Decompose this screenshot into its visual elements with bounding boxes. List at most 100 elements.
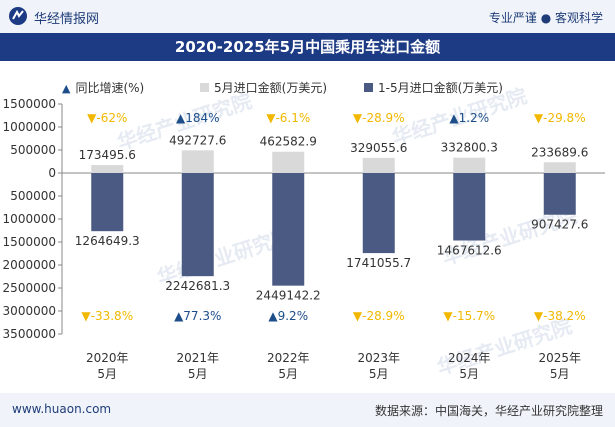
chart-title: 2020-2025年5月中国乘用车进口金额 xyxy=(0,33,615,61)
down-triangle-icon: ▼ xyxy=(353,309,363,323)
growth-cumulative-1: ▲77.3% xyxy=(174,309,221,323)
growth-value: -6.1% xyxy=(275,111,310,125)
growth-value: -33.8% xyxy=(91,309,133,323)
x-tick-label-3-1: 5月 xyxy=(369,367,389,381)
up-triangle-icon: ▲ xyxy=(62,82,71,95)
up-triangle-icon: ▲ xyxy=(176,111,186,125)
growth-monthly-0: ▼-62% xyxy=(87,111,127,125)
label-cumulative-value-2: 2449142.2 xyxy=(256,289,321,303)
label-monthly-value-2: 462582.9 xyxy=(260,135,317,149)
legend-monthly-swatch xyxy=(200,83,209,92)
y-tick-label: 3500000 xyxy=(3,327,56,341)
down-triangle-icon: ▼ xyxy=(353,111,363,125)
legend-monthly-label: 5月进口金额(万美元) xyxy=(214,81,327,95)
legend-cumulative: 1-5月进口金额(万美元) xyxy=(364,79,503,96)
x-tick-label-0-1: 5月 xyxy=(97,367,117,381)
up-triangle-icon: ▲ xyxy=(268,309,278,323)
label-cumulative-value-0: 1264649.3 xyxy=(75,234,140,248)
bar-cumulative-4 xyxy=(453,173,486,241)
bar-cumulative-3 xyxy=(362,173,395,254)
legend-cumulative-label: 1-5月进口金额(万美元) xyxy=(378,81,503,95)
y-tick-label: 1500000 xyxy=(3,97,56,111)
site-name: 华经情报网 xyxy=(34,12,100,27)
top-bar: 华经情报网 专业严谨 ● 客观科学 xyxy=(0,0,615,33)
x-tick-label-2-1: 5月 xyxy=(278,367,298,381)
down-triangle-icon: ▼ xyxy=(443,309,453,323)
legend-growth: ▲ 同比增速(%) xyxy=(62,79,144,96)
x-tick-label-1-0: 2021年 xyxy=(176,351,219,365)
bar-monthly-2 xyxy=(272,151,305,173)
growth-cumulative-0: ▼-33.8% xyxy=(81,309,133,323)
label-cumulative-value-1: 2242681.3 xyxy=(165,279,230,293)
down-triangle-icon: ▼ xyxy=(81,309,91,323)
label-monthly-value-4: 332800.3 xyxy=(441,141,498,155)
slogan: 专业严谨 ● 客观科学 xyxy=(489,9,603,26)
y-tick-label: 1000000 xyxy=(3,120,56,134)
growth-monthly-1: ▲184% xyxy=(176,111,220,125)
growth-value: -28.9% xyxy=(362,309,404,323)
growth-value: 1.2% xyxy=(459,111,490,125)
y-tick-label: 3000000 xyxy=(3,304,56,318)
down-triangle-icon: ▼ xyxy=(534,309,544,323)
growth-cumulative-5: ▼-38.2% xyxy=(534,309,586,323)
label-cumulative-value-5: 907427.6 xyxy=(531,218,588,232)
label-cumulative-value-3: 1741055.7 xyxy=(346,256,411,270)
x-tick-label-3-0: 2023年 xyxy=(357,351,400,365)
label-monthly-value-5: 233689.6 xyxy=(531,145,588,159)
growth-monthly-4: ▲1.2% xyxy=(449,111,489,125)
bar-cumulative-0 xyxy=(91,173,124,232)
footer-url: www.huaon.com xyxy=(12,402,112,416)
growth-value: 77.3% xyxy=(183,309,221,323)
label-cumulative-value-4: 1467612.6 xyxy=(437,244,502,258)
growth-value: -28.9% xyxy=(362,111,404,125)
up-triangle-icon: ▲ xyxy=(174,309,184,323)
footer: www.huaon.com 数据来源：中国海关，华经产业研究院整理 xyxy=(0,393,615,427)
slogan-right: 客观科学 xyxy=(554,11,603,25)
bar-cumulative-1 xyxy=(181,173,214,277)
footer-source: 数据来源：中国海关，华经产业研究院整理 xyxy=(374,404,603,418)
growth-monthly-3: ▼-28.9% xyxy=(353,111,405,125)
growth-value: -38.2% xyxy=(543,309,585,323)
growth-value: -29.8% xyxy=(543,111,585,125)
growth-cumulative-3: ▼-28.9% xyxy=(353,309,405,323)
growth-monthly-5: ▼-29.8% xyxy=(534,111,586,125)
legend-growth-label: 同比增速(%) xyxy=(75,81,145,95)
legend-cumulative-swatch xyxy=(364,83,373,92)
growth-cumulative-4: ▼-15.7% xyxy=(443,309,495,323)
bar-monthly-1 xyxy=(181,150,214,173)
bar-monthly-5 xyxy=(543,162,576,173)
down-triangle-icon: ▼ xyxy=(534,111,544,125)
growth-value: -15.7% xyxy=(453,309,495,323)
bar-monthly-0 xyxy=(91,165,124,173)
up-triangle-icon: ▲ xyxy=(449,111,459,125)
y-tick-label: 500000 xyxy=(10,143,56,157)
huajing-logo-icon xyxy=(9,7,27,25)
growth-monthly-2: ▼-6.1% xyxy=(266,111,310,125)
x-tick-label-4-0: 2024年 xyxy=(448,351,491,365)
growth-value: -62% xyxy=(96,111,127,125)
x-tick-label-5-1: 5月 xyxy=(550,367,570,381)
down-triangle-icon: ▼ xyxy=(87,111,97,125)
bar-cumulative-2 xyxy=(272,173,305,286)
legend-monthly: 5月进口金额(万美元) xyxy=(200,79,327,96)
slogan-dot-icon: ● xyxy=(540,11,555,25)
label-monthly-value-0: 173495.6 xyxy=(79,148,136,162)
y-tick-label: 2000000 xyxy=(3,258,56,272)
y-tick-label: 2500000 xyxy=(3,281,56,295)
label-monthly-value-3: 329055.6 xyxy=(350,141,407,155)
bar-cumulative-5 xyxy=(543,173,576,215)
bar-monthly-4 xyxy=(453,157,486,173)
x-tick-label-2-0: 2022年 xyxy=(267,351,310,365)
y-tick-label: 1000000 xyxy=(3,212,56,226)
y-tick-label: 0 xyxy=(48,166,56,180)
down-triangle-icon: ▼ xyxy=(266,111,276,125)
y-tick-label: 1500000 xyxy=(3,235,56,249)
x-tick-label-5-0: 2025年 xyxy=(538,351,581,365)
y-tick-label: 500000 xyxy=(10,189,56,203)
x-tick-label-4-1: 5月 xyxy=(459,367,479,381)
x-tick-label-1-1: 5月 xyxy=(188,367,208,381)
growth-cumulative-2: ▲9.2% xyxy=(268,309,308,323)
slogan-left: 专业严谨 xyxy=(488,11,537,25)
bar-monthly-3 xyxy=(362,157,395,173)
